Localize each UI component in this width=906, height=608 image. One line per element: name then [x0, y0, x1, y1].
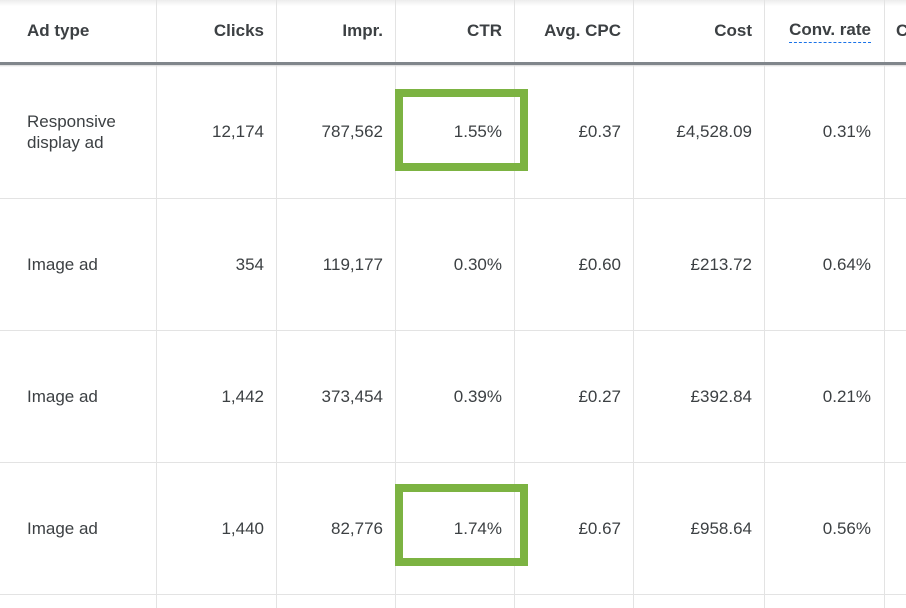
- cell-avg-cpc: £0.67: [578, 518, 621, 538]
- row-divider: [0, 594, 906, 595]
- cell-conv-rate: 0.21%: [822, 386, 871, 406]
- cell-ad-type: Image ad: [27, 519, 98, 538]
- cell-clicks: 1,440: [221, 518, 264, 538]
- cell-clicks: 1,442: [221, 386, 264, 406]
- scrolled-header-fade: [0, 0, 906, 6]
- table-row[interactable]: Image ad 354 119,177 0.30% £0.60 £213.72…: [0, 199, 906, 330]
- cell-cost: £4,528.09: [676, 122, 752, 141]
- cell-impressions: 787,562: [321, 122, 383, 141]
- column-divider: [514, 0, 515, 608]
- table-row[interactable]: Responsive display ad 12,174 787,562 1.5…: [0, 66, 906, 198]
- cell-ad-type: Image ad: [27, 387, 98, 406]
- cell-ctr: 0.39%: [453, 386, 502, 406]
- column-divider: [764, 0, 765, 608]
- cell-conv-rate: 0.64%: [822, 254, 871, 274]
- cell-ad-type: Responsive display ad: [27, 112, 116, 152]
- cell-impressions: 82,776: [331, 518, 383, 538]
- cell-cost: £392.84: [690, 386, 752, 406]
- cell-ctr: 1.55%: [453, 122, 502, 141]
- header-divider: [0, 62, 906, 65]
- cell-avg-cpc: £0.27: [578, 386, 621, 406]
- header-cost[interactable]: Cost: [714, 21, 752, 40]
- table-row[interactable]: Image ad 1,440 82,776 1.74% £0.67 £958.6…: [0, 463, 906, 594]
- header-ad-type[interactable]: Ad type: [27, 21, 90, 40]
- cell-conv-rate: 0.31%: [822, 122, 871, 141]
- cell-cost: £213.72: [690, 254, 752, 274]
- cell-ctr: 1.74%: [453, 518, 502, 538]
- cell-impressions: 119,177: [322, 254, 383, 274]
- cell-conv-rate: 0.56%: [822, 518, 871, 538]
- header-ctr[interactable]: CTR: [467, 21, 502, 40]
- header-impressions[interactable]: Impr.: [342, 21, 383, 40]
- cell-avg-cpc: £0.37: [578, 122, 621, 141]
- cell-ctr: 0.30%: [453, 254, 502, 274]
- cell-clicks: 354: [235, 254, 264, 274]
- column-divider: [633, 0, 634, 608]
- table-row[interactable]: Image ad 1,442 373,454 0.39% £0.27 £392.…: [0, 331, 906, 462]
- cell-cost: £958.64: [690, 518, 752, 538]
- cell-impressions: 373,454: [321, 386, 383, 406]
- row-divider: [0, 198, 906, 199]
- header-shadow: [0, 65, 906, 67]
- column-divider: [395, 0, 396, 608]
- header-avg-cpc[interactable]: Avg. CPC: [544, 21, 621, 40]
- row-divider: [0, 462, 906, 463]
- column-divider: [276, 0, 277, 608]
- column-divider: [884, 0, 885, 608]
- header-conv-rate[interactable]: Conv. rate: [764, 0, 871, 64]
- cell-avg-cpc: £0.60: [578, 254, 621, 274]
- table-header: Ad type Clicks Impr. CTR Avg. CPC Cost C…: [0, 0, 906, 64]
- header-next-column[interactable]: C: [896, 21, 906, 40]
- column-divider: [156, 0, 157, 608]
- row-divider: [0, 330, 906, 331]
- cell-clicks: 12,174: [212, 122, 264, 141]
- cell-ad-type: Image ad: [27, 255, 98, 274]
- header-clicks[interactable]: Clicks: [213, 21, 264, 40]
